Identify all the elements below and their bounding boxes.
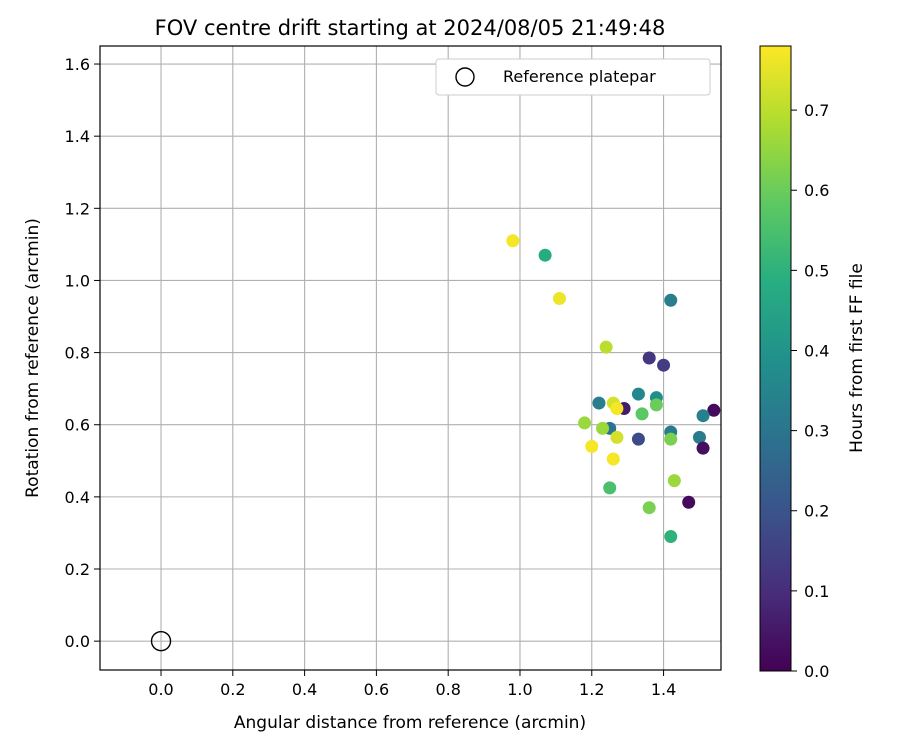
scatter-point bbox=[592, 396, 606, 410]
y-tick-label: 0.6 bbox=[65, 416, 90, 435]
scatter-point bbox=[696, 409, 710, 423]
scatter-point bbox=[606, 452, 620, 466]
y-tick-label: 0.8 bbox=[65, 344, 90, 363]
y-tick-label: 0.0 bbox=[65, 632, 90, 651]
reference-platepar-marker bbox=[150, 630, 172, 652]
scatter-point bbox=[642, 351, 656, 365]
scatter-point bbox=[596, 421, 610, 435]
scatter-point bbox=[664, 432, 678, 446]
y-tick-label: 1.0 bbox=[65, 271, 90, 290]
x-axis-label: Angular distance from reference (arcmin) bbox=[234, 713, 586, 733]
x-tick-label: 0.8 bbox=[435, 680, 460, 699]
colorbar-tick-label: 0.2 bbox=[804, 502, 829, 521]
plot-frame bbox=[99, 45, 722, 671]
scatter-point bbox=[599, 340, 613, 354]
reference-marker-layer bbox=[150, 630, 172, 652]
scatter-point bbox=[610, 401, 624, 415]
grid-lines bbox=[100, 46, 721, 670]
colorbar-ticks: 0.0 0.1 0.2 0.3 0.4 0.5 0.6 0.7 bbox=[791, 101, 829, 681]
scatter-point bbox=[667, 474, 681, 488]
colorbar-tick-label: 0.5 bbox=[804, 261, 829, 280]
y-ticks: 0.0 0.2 0.4 0.6 0.8 1.0 1.2 1.4 1.6 bbox=[65, 55, 100, 651]
scatter-point bbox=[506, 234, 520, 248]
scatter-point bbox=[682, 495, 696, 509]
colorbar-label: Hours from first FF file bbox=[847, 263, 867, 453]
scatter-point bbox=[585, 439, 599, 453]
x-ticks: 0.0 0.2 0.4 0.6 0.8 1.0 1.2 1.4 bbox=[148, 670, 676, 699]
x-tick-label: 1.4 bbox=[651, 680, 676, 699]
colorbar-tick-label: 0.1 bbox=[804, 582, 829, 601]
scatter-point bbox=[664, 293, 678, 307]
x-tick-label: 0.6 bbox=[364, 680, 389, 699]
scatter-point bbox=[578, 416, 592, 430]
scatter-point bbox=[664, 530, 678, 544]
scatter-point bbox=[635, 407, 649, 421]
legend-box bbox=[435, 58, 711, 96]
colorbar-tick-label: 0.3 bbox=[804, 422, 829, 441]
legend: Reference platepar bbox=[435, 58, 711, 96]
colorbar-tick-label: 0.4 bbox=[804, 341, 829, 360]
y-tick-label: 0.2 bbox=[65, 560, 90, 579]
scatter-point bbox=[642, 501, 656, 515]
x-tick-label: 0.2 bbox=[220, 680, 245, 699]
scatter-point bbox=[707, 403, 721, 417]
colorbar-gradient bbox=[759, 45, 792, 672]
colorbar-tick-label: 0.0 bbox=[804, 662, 829, 681]
scatter-point bbox=[538, 248, 552, 262]
x-tick-label: 1.2 bbox=[579, 680, 604, 699]
legend-label: Reference platepar bbox=[503, 67, 656, 86]
x-tick-label: 0.0 bbox=[148, 680, 173, 699]
scatter-point bbox=[657, 358, 671, 372]
scatter-point bbox=[610, 430, 624, 444]
y-tick-label: 0.4 bbox=[65, 488, 90, 507]
scatter-point bbox=[631, 432, 645, 446]
scatter-point bbox=[649, 398, 663, 412]
scatter-point bbox=[692, 430, 706, 444]
y-tick-label: 1.6 bbox=[65, 55, 90, 74]
y-axis-label: Rotation from reference (arcmin) bbox=[23, 218, 43, 498]
scatter-point bbox=[603, 481, 617, 495]
colorbar-tick-label: 0.7 bbox=[804, 101, 829, 120]
colorbar: 0.0 0.1 0.2 0.3 0.4 0.5 0.6 0.7 Hours from firs… bbox=[759, 45, 867, 681]
legend-marker-icon bbox=[455, 67, 475, 87]
y-tick-label: 1.2 bbox=[65, 199, 90, 218]
scatter-point bbox=[631, 387, 645, 401]
x-tick-label: 0.4 bbox=[292, 680, 317, 699]
scatter-point bbox=[552, 291, 566, 305]
chart-title: FOV centre drift starting at 2024/08/05 … bbox=[155, 16, 666, 40]
scatter-point bbox=[696, 441, 710, 455]
colorbar-tick-label: 0.6 bbox=[804, 181, 829, 200]
scatter-points bbox=[506, 234, 721, 544]
x-tick-label: 1.0 bbox=[507, 680, 532, 699]
y-tick-label: 1.4 bbox=[65, 127, 90, 146]
